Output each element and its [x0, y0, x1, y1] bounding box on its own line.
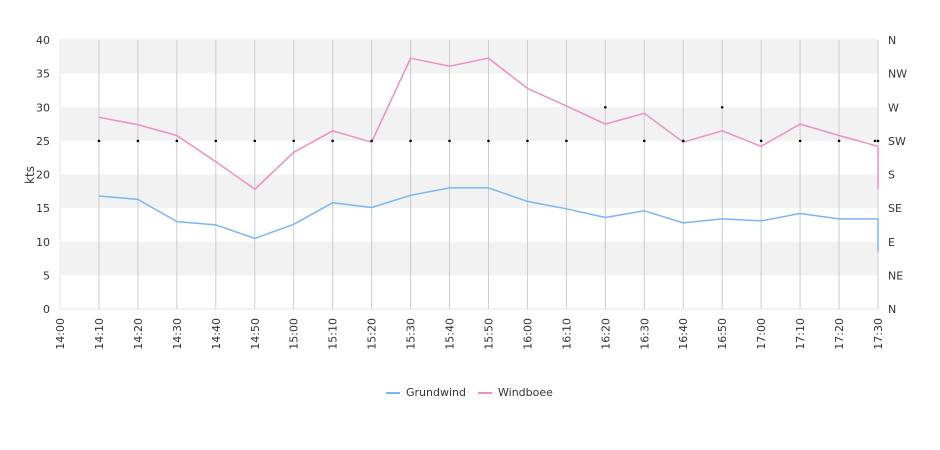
direction-tick-label: SW — [888, 135, 906, 148]
series-line-windboee — [98, 57, 879, 191]
x-tick-label: 14:20 — [132, 318, 145, 350]
direction-marker — [253, 139, 257, 143]
x-tick-label: 17:10 — [794, 318, 807, 350]
direction-marker — [487, 139, 490, 143]
x-tick-label: 17:30 — [872, 318, 885, 350]
direction-marker — [214, 139, 218, 143]
grid-band — [60, 107, 878, 141]
x-tick-label: 15:50 — [482, 318, 495, 350]
direction-markers — [97, 105, 880, 143]
direction-marker — [448, 139, 451, 143]
y-axis-ticks: 0 5 10 15 20 25 30 35 40 — [36, 34, 50, 316]
x-tick-label: 14:10 — [93, 318, 106, 350]
grid-band — [60, 174, 878, 209]
y-tick-label: 0 — [43, 303, 50, 316]
direction-marker — [876, 139, 880, 143]
x-tick-label: 16:10 — [560, 318, 573, 350]
x-tick-label: 14:40 — [210, 318, 223, 350]
y-tick-label: 25 — [36, 135, 50, 148]
direction-marker — [681, 139, 685, 143]
direction-marker — [175, 139, 179, 143]
legend-label-grundwind: Grundwind — [406, 386, 466, 399]
x-tick-label: 14:00 — [54, 318, 67, 350]
legend-label-windboee: Windboee — [498, 386, 553, 399]
y-tick-label: 5 — [43, 269, 50, 282]
x-tick-label: 16:40 — [677, 318, 690, 350]
vertical-gridlines — [98, 40, 879, 309]
series-lines — [98, 57, 879, 252]
x-tick-label: 15:10 — [327, 318, 340, 350]
direction-marker — [409, 139, 412, 143]
direction-tick-label: E — [888, 236, 895, 249]
direction-tick-label: W — [888, 101, 899, 114]
x-tick-label: 15:40 — [444, 318, 457, 350]
direction-marker — [837, 139, 841, 143]
y-tick-label: 40 — [36, 34, 50, 47]
x-tick-label: 15:30 — [405, 318, 418, 350]
grid-band — [60, 40, 878, 74]
direction-tick-label: NW — [888, 68, 907, 81]
x-axis-ticks: 14:00 14:10 14:20 14:30 14:40 14:50 15:00 15:10… — [54, 318, 885, 350]
y-axis-label: kts — [23, 166, 37, 184]
x-tick-label: 16:50 — [716, 318, 729, 350]
direction-marker — [136, 139, 140, 143]
direction-marker — [720, 105, 724, 109]
direction-marker — [873, 139, 877, 143]
direction-tick-label: S — [888, 169, 895, 182]
direction-marker — [331, 139, 334, 143]
grid-band — [60, 241, 878, 276]
direction-marker — [370, 139, 373, 143]
x-tick-label: 15:00 — [288, 318, 301, 350]
x-tick-label: 16:20 — [599, 318, 612, 350]
direction-tick-label: NE — [888, 269, 903, 282]
y-tick-label: 10 — [36, 236, 50, 249]
direction-marker — [565, 139, 568, 143]
y-tick-label: 35 — [36, 68, 50, 81]
x-tick-label: 14:50 — [249, 318, 262, 350]
y-tick-label: 15 — [36, 202, 50, 215]
x-tick-label: 14:30 — [171, 318, 184, 350]
direction-axis-ticks: N NE E SE S SW W NW N — [888, 34, 907, 316]
direction-marker — [97, 139, 101, 143]
y-tick-label: 30 — [36, 101, 50, 114]
plot-bands — [59, 39, 879, 310]
direction-marker — [292, 139, 296, 143]
direction-marker — [759, 139, 763, 143]
direction-tick-label: SE — [888, 202, 902, 215]
x-tick-label: 16:00 — [521, 318, 534, 350]
x-tick-label: 17:20 — [833, 318, 846, 350]
direction-marker — [604, 105, 607, 109]
direction-marker — [798, 139, 802, 143]
series-line-grundwind — [98, 187, 879, 252]
y-tick-label: 20 — [36, 169, 50, 182]
direction-marker — [526, 139, 529, 143]
x-tick-label: 15:20 — [366, 318, 379, 350]
x-tick-label: 17:00 — [755, 318, 768, 350]
direction-tick-label: N — [888, 34, 896, 47]
x-tick-label: 16:30 — [638, 318, 651, 350]
direction-marker — [642, 139, 646, 143]
direction-tick-label: N — [888, 303, 896, 316]
legend: Grundwind Windboee — [386, 386, 553, 399]
